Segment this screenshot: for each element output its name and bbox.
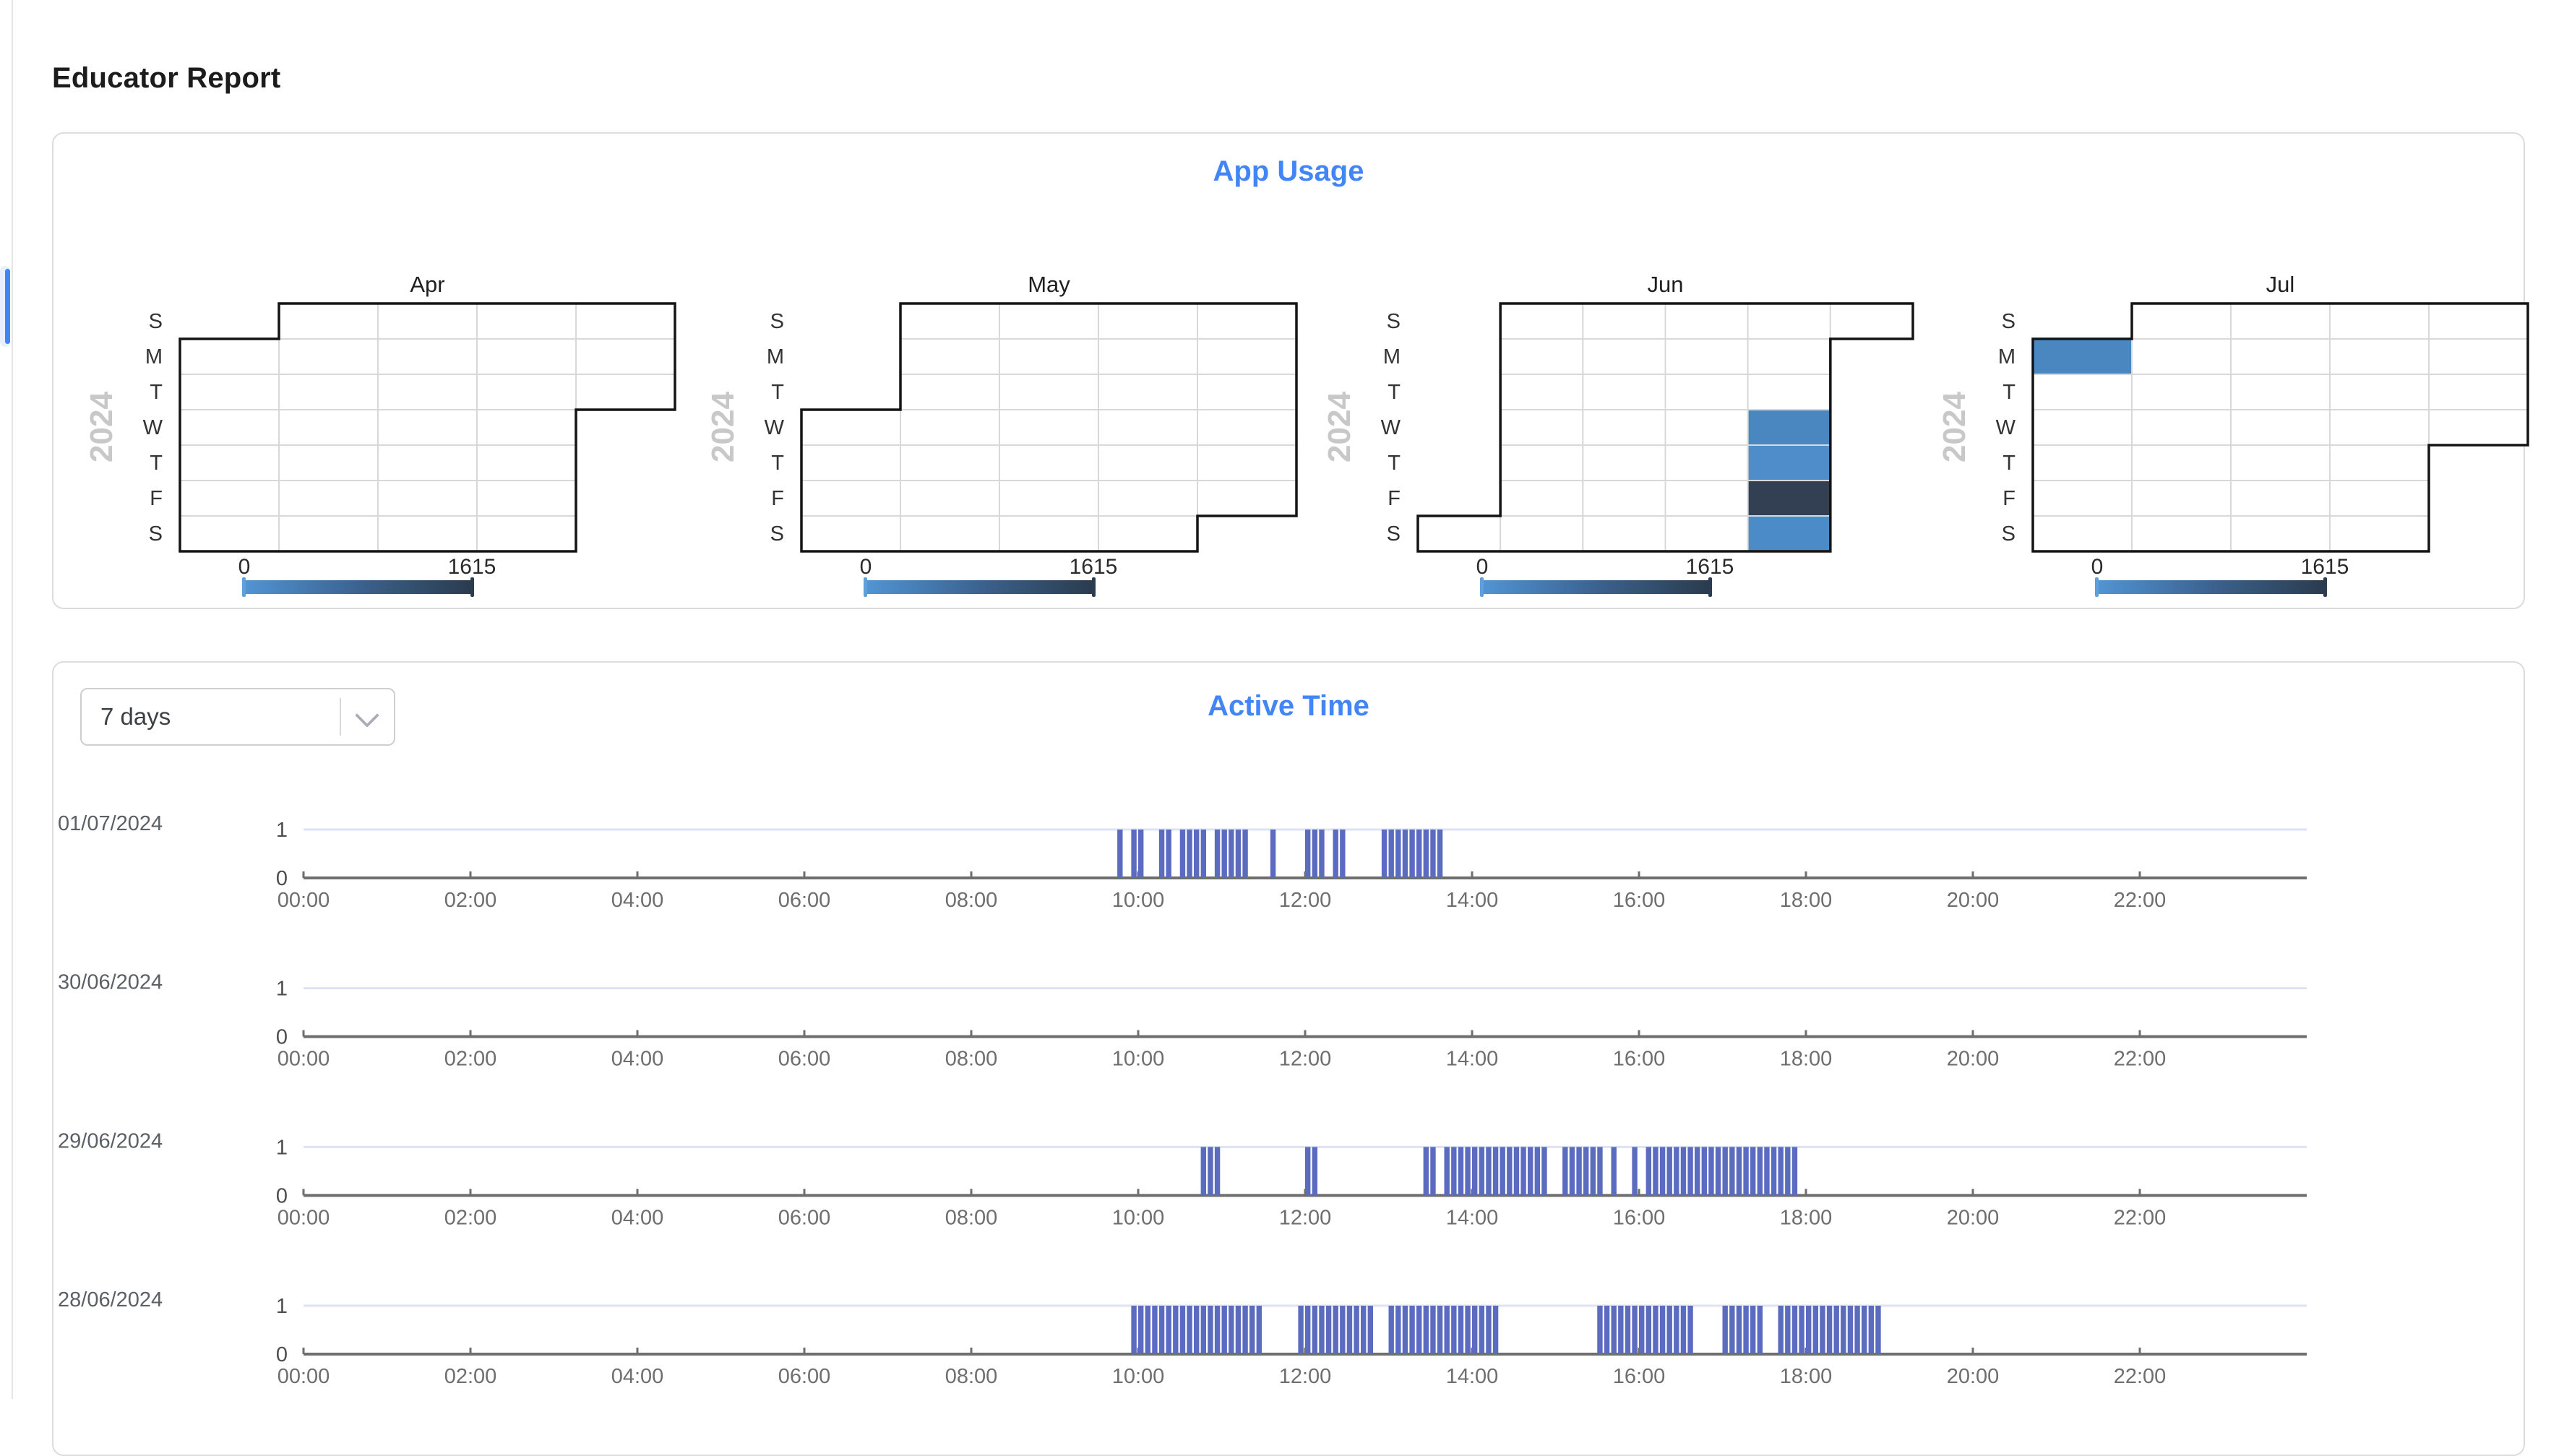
app-usage-card: App Usage (52, 132, 2525, 609)
range-dropdown[interactable]: 7 days (80, 688, 395, 746)
dropdown-divider (340, 698, 341, 736)
page-title: Educator Report (52, 62, 281, 94)
range-dropdown-value: 7 days (100, 703, 171, 730)
app-usage-title: App Usage (1213, 155, 1364, 187)
active-time-title: Active Time (1208, 690, 1369, 722)
active-time-card: 7 days Active Time (52, 661, 2525, 1456)
left-scrollbar-thumb[interactable] (5, 269, 10, 344)
left-border-line (12, 0, 13, 1399)
left-scrollbar-track[interactable] (0, 266, 10, 347)
